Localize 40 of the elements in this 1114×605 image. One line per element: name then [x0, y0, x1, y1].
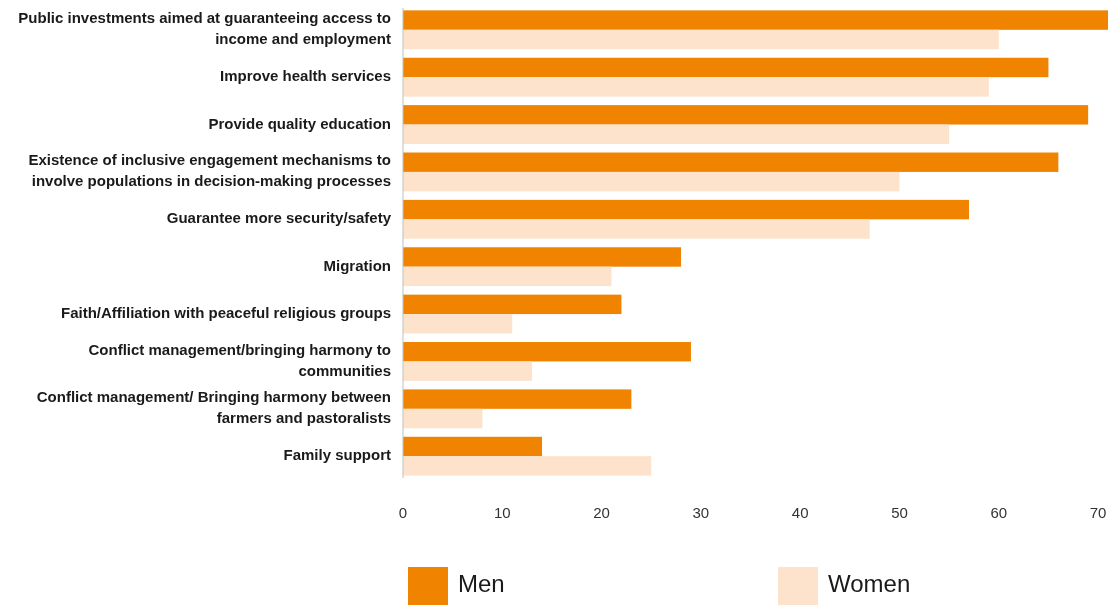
bar: [403, 314, 513, 334]
x-tick-label: 50: [891, 504, 908, 521]
bar: [403, 124, 950, 144]
legend-label: Men: [458, 570, 505, 598]
bar: [403, 199, 969, 220]
x-tick-label: 0: [398, 504, 408, 521]
y-tick-label: Conflict management/ Bringing harmony between farmers and pastoralists: [36, 388, 391, 427]
bar: [403, 389, 632, 409]
y-tick-label: Conflict management/bringing harmony to communities: [88, 340, 391, 379]
bar: [403, 342, 691, 362]
bar: [403, 105, 1089, 125]
y-tick-label: Existence of inclusive engagement mechanisms to involve populations in decision-making processes: [28, 151, 391, 190]
bar: [403, 29, 999, 50]
y-tick-label: Guarantee more security/safety: [166, 209, 392, 227]
y-tick-label: Migration: [323, 256, 391, 274]
x-tick-label: 20: [593, 504, 610, 521]
y-tick-label: Faith/Affiliation with peaceful religious groups: [60, 304, 391, 322]
y-tick-label: Provide quality education: [208, 114, 391, 132]
x-tick-label: 30: [692, 504, 710, 521]
legend-label: Women: [828, 570, 911, 598]
bar: [403, 10, 1108, 30]
bar: [403, 294, 622, 315]
bar: [403, 456, 652, 476]
bar: [403, 408, 483, 429]
bar: [403, 152, 1059, 172]
bar: [403, 361, 533, 381]
y-tick-label: Improve health services: [220, 67, 391, 85]
y-tick-label: Family support: [283, 446, 391, 464]
bar: [403, 57, 1049, 78]
x-tick-label: 10: [493, 504, 511, 521]
y-tick-label: Public investments aimed at guaranteeing access to income and employment: [18, 9, 391, 48]
x-tick-label: 60: [990, 504, 1008, 521]
x-tick-label: 40: [791, 504, 809, 521]
bar: [403, 266, 612, 287]
bar: [403, 77, 989, 97]
bar: [403, 436, 543, 457]
bar: [403, 219, 870, 239]
bar: [403, 171, 900, 192]
x-tick-label: 70: [1089, 504, 1107, 521]
bar: [403, 247, 682, 267]
